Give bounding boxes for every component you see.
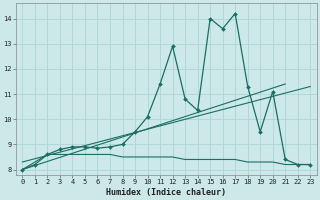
X-axis label: Humidex (Indice chaleur): Humidex (Indice chaleur) — [106, 188, 226, 197]
